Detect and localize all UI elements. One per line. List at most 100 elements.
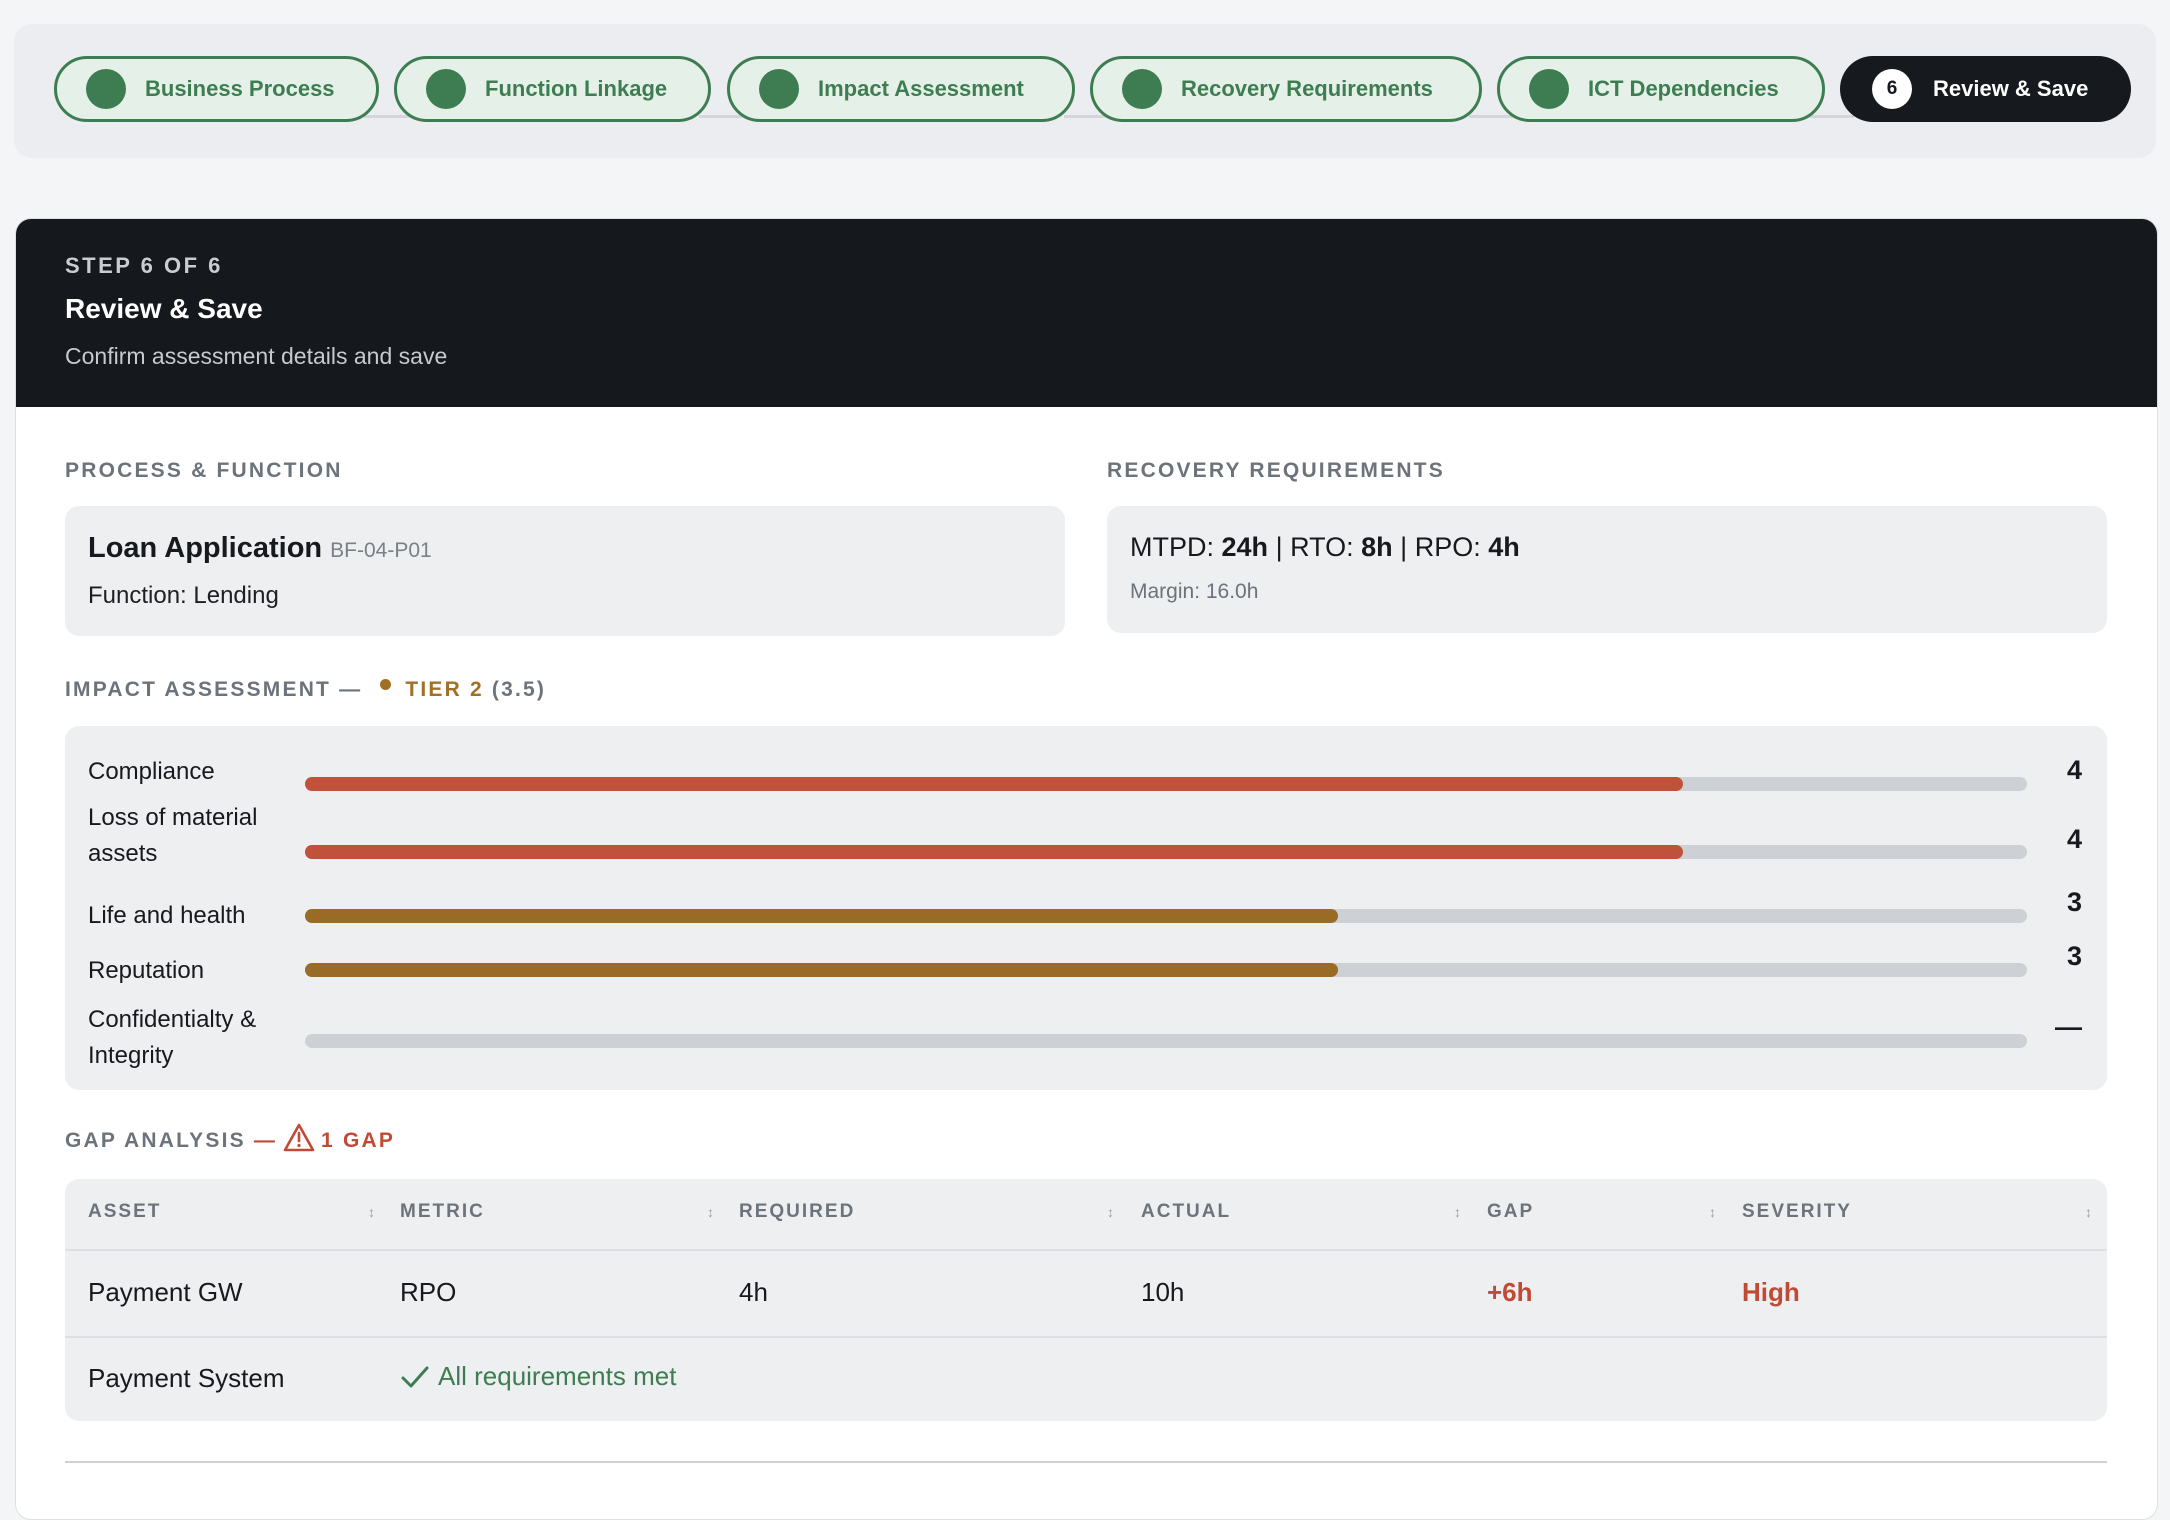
step-number-badge: 6 [1872,69,1912,109]
impact-bar-fill [305,909,1339,923]
card-header: STEP 6 OF 6 Review & Save Confirm assess… [16,219,2157,407]
warning-triangle-icon [283,1123,315,1152]
requirements-met-text: All requirements met [438,1361,677,1391]
impact-track [305,845,2027,859]
impact-assessment-heading: IMPACT ASSESSMENT — TIER 2 (3.5) [65,678,546,702]
step-counter: STEP 6 OF 6 [65,253,223,278]
impact-label: Loss of material assets [88,804,258,867]
impact-track [305,777,2027,791]
sort-icon[interactable]: ↕ [1709,1204,1716,1220]
gap-count: 1 GAP [321,1129,396,1152]
stepper-connector [1064,115,1114,118]
cell-metric: RPO [400,1277,457,1307]
table-header: ASSET ↕ METRIC ↕ REQUIRED ↕ ACTUAL ↕ GAP… [65,1179,2107,1251]
impact-track [305,909,2027,923]
step-complete-icon [86,69,126,109]
recovery-metrics: MTPD: 24h | RTO: 8h | RPO: 4h [1130,532,1520,563]
section-dash: — [253,1129,278,1152]
recovery-requirements-heading: RECOVERY REQUIREMENTS [1107,459,1445,483]
section-label-text: RECOVERY REQUIREMENTS [1107,459,1445,482]
column-header-required[interactable]: REQUIRED [739,1201,856,1222]
step-ict-dependencies[interactable]: ICT Dependencies [1497,56,1825,122]
tier-score: (3.5) [491,678,547,701]
rto-value: 8h [1361,532,1393,562]
step-label: ICT Dependencies [1588,76,1779,101]
column-header-severity[interactable]: SEVERITY [1742,1201,1852,1222]
step-label: Impact Assessment [818,76,1024,101]
cell-asset: Payment GW [88,1277,243,1307]
mtpd-value: 24h [1221,532,1269,562]
step-recovery-requirements[interactable]: Recovery Requirements [1090,56,1482,122]
impact-label: Confidentialty & Integrity [88,1006,257,1069]
separator: | [1275,532,1283,562]
sort-icon[interactable]: ↕ [368,1204,375,1220]
impact-bar-fill [305,777,1683,791]
process-function-heading: PROCESS & FUNCTION [65,459,343,483]
stepper-connector [364,115,414,118]
process-function: Function: Lending [88,582,279,609]
stepper-connector [1804,115,1854,118]
step-label: Business Process [145,76,335,101]
sort-icon[interactable]: ↕ [1454,1204,1461,1220]
impact-bar-fill [305,963,1339,977]
cell-required: 4h [739,1277,768,1307]
cell-actual: 10h [1141,1277,1185,1307]
cell-severity: High [1742,1277,1800,1307]
step-business-process[interactable]: Business Process [54,56,379,122]
step-label: Recovery Requirements [1181,76,1433,101]
sort-icon[interactable]: ↕ [2085,1204,2092,1220]
page-title: Review & Save [65,293,263,324]
cell-gap: +6h [1487,1277,1533,1307]
impact-score: 3 [2066,887,2082,917]
rpo-label: RPO: [1414,532,1481,562]
sort-icon[interactable]: ↕ [707,1204,714,1220]
column-header-metric[interactable]: METRIC [400,1201,485,1222]
impact-score: 3 [2066,941,2082,971]
rto-label: RTO: [1290,532,1354,562]
step-label: Review & Save [1933,76,2089,101]
impact-score: 4 [2066,755,2082,785]
step-complete-icon [1122,69,1162,109]
separator: | [1400,532,1408,562]
step-complete-icon [426,69,466,109]
process-name-line: Loan Application BF-04-P01 [88,532,432,565]
section-label-text: PROCESS & FUNCTION [65,459,343,482]
impact-score: — [2055,1012,2082,1042]
cell-asset: Payment System [88,1363,285,1393]
step-impact-assessment[interactable]: Impact Assessment [727,56,1075,122]
tier-label: TIER 2 [405,678,484,701]
column-header-actual[interactable]: ACTUAL [1141,1201,1232,1222]
impact-track [305,1034,2027,1048]
stepper-connector [699,115,749,118]
step-complete-icon [1529,69,1569,109]
table-row: Payment System All requirements met [65,1337,2107,1421]
gap-analysis-heading: GAP ANALYSIS — 1 GAP [65,1123,396,1156]
review-card: STEP 6 OF 6 Review & Save Confirm assess… [15,218,2158,1520]
section-divider [65,1461,2107,1463]
requirements-met-status: All requirements met [400,1361,676,1392]
wizard-stepper: Business Process Function Linkage Impact… [14,24,2156,158]
step-function-linkage[interactable]: Function Linkage [394,56,711,122]
section-label-text: GAP ANALYSIS [65,1129,246,1152]
impact-label: Compliance [88,758,215,785]
rpo-value: 4h [1488,532,1520,562]
section-label-text: IMPACT ASSESSMENT — [65,678,363,701]
process-code: BF-04-P01 [330,539,432,562]
process-function-box: Loan Application BF-04-P01 Function: Lend… [65,506,1065,636]
tier-dot-icon [380,678,392,690]
impact-bar-fill [305,845,1683,859]
step-review-save[interactable]: 6 Review & Save [1840,56,2131,122]
gap-analysis-table: ASSET ↕ METRIC ↕ REQUIRED ↕ ACTUAL ↕ GAP… [65,1179,2107,1421]
column-header-asset[interactable]: ASSET [88,1201,162,1222]
page-subtitle: Confirm assessment details and save [65,343,448,369]
margin-value: Margin: 16.0h [1130,580,1259,603]
sort-icon[interactable]: ↕ [1107,1204,1114,1220]
table-row: Payment GW RPO 4h 10h +6h High [65,1251,2107,1338]
step-label: Function Linkage [485,76,668,101]
check-icon [401,1366,429,1387]
stepper-connector [1469,115,1519,118]
impact-score: 4 [2066,824,2082,854]
impact-label: Reputation [88,957,205,984]
column-header-gap[interactable]: GAP [1487,1201,1535,1222]
recovery-requirements-box: MTPD: 24h | RTO: 8h | RPO: 4h Margin: 16… [1107,506,2107,633]
